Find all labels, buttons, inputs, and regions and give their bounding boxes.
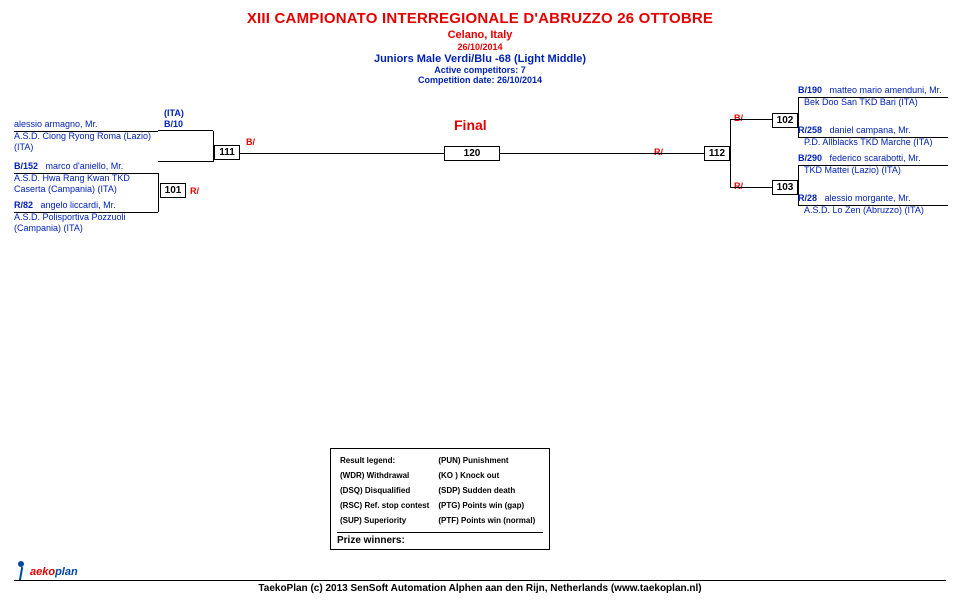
- prize-winners-label: Prize winners:: [337, 532, 543, 546]
- legend-r0c1: (KO ) Knock out: [437, 469, 541, 482]
- bracket: (ITA) B/10 alessio armagno, Mr. A.S.D. C…: [14, 105, 946, 305]
- legend-box: Result legend:(PUN) Punishment (WDR) Wit…: [330, 448, 550, 550]
- marker-r-101: R/: [190, 186, 199, 196]
- footer: TaekoPlan (c) 2013 SenSoft Automation Al…: [14, 580, 946, 594]
- logo-text-a: aeko: [30, 566, 55, 578]
- marker-b-112: B/: [734, 113, 743, 123]
- active-competitors: Active competitors: 7: [14, 65, 946, 75]
- tournament-date: 26/10/2014: [14, 42, 946, 52]
- left-mid-club1: A.S.D. Hwa Rang Kwan TKD: [14, 173, 130, 183]
- legend-pun: (PUN) Punishment: [437, 454, 541, 467]
- legend-r2c0: (RSC) Ref. stop contest: [339, 499, 435, 512]
- line-103-in: [730, 187, 772, 188]
- match-111: 111: [214, 145, 240, 160]
- left-bot-club2: (Campania) (ITA): [14, 223, 83, 233]
- tournament-header: XIII CAMPIONATO INTERREGIONALE D'ABRUZZO…: [14, 10, 946, 85]
- legend-r3c1: (PTF) Points win (normal): [437, 514, 541, 527]
- match-120: 120: [444, 146, 500, 161]
- legend-r3c0: (SUP) Superiority: [339, 514, 435, 527]
- logo-text-b: plan: [55, 566, 78, 578]
- legend-r1c1: (SDP) Sudden death: [437, 484, 541, 497]
- right-bot-club: A.S.D. Lo Zen (Abruzzo) (ITA): [804, 205, 924, 215]
- left-top-country: (ITA): [164, 108, 184, 119]
- final-label: Final: [454, 117, 487, 133]
- marker-r-112: R/: [734, 181, 743, 191]
- match-101: 101: [160, 183, 186, 198]
- line-111-in-top: [158, 130, 213, 131]
- left-bot-club1: A.S.D. Polisportiva Pozzuoli: [14, 212, 126, 222]
- legend-title: Result legend:: [339, 454, 435, 467]
- match-103: 103: [772, 180, 798, 195]
- right-mid2-club: TKD Mattei (Lazio) (ITA): [804, 165, 901, 175]
- line-120-to-112: [500, 153, 704, 154]
- right-mid-club: P.D. Allblacks TKD Marche (ITA): [804, 137, 933, 147]
- match-112: 112: [704, 146, 730, 161]
- left-mid-club2: Caserta (Campania) (ITA): [14, 184, 117, 194]
- line-102-in: [730, 119, 772, 120]
- left-top-seed: B/10: [164, 119, 183, 130]
- tournament-location: Celano, Italy: [14, 29, 946, 41]
- marker-r-120: R/: [654, 147, 663, 157]
- line-101-out-top: [158, 161, 213, 162]
- conn-101: [158, 173, 159, 212]
- competition-date: Competition date: 26/10/2014: [14, 75, 946, 85]
- legend-r0c0: (WDR) Withdrawal: [339, 469, 435, 482]
- tournament-category: Juniors Male Verdi/Blu -68 (Light Middle…: [14, 53, 946, 65]
- legend-r2c1: (PTG) Points win (gap): [437, 499, 541, 512]
- match-102: 102: [772, 113, 798, 128]
- marker-b-111: B/: [246, 137, 255, 147]
- left-top-club2: (ITA): [14, 142, 33, 152]
- line-111-to-120: [240, 153, 444, 154]
- conn-112: [730, 120, 731, 188]
- tournament-title: XIII CAMPIONATO INTERREGIONALE D'ABRUZZO…: [14, 10, 946, 27]
- right-top-club: Bek Doo San TKD Bari (ITA): [804, 97, 918, 107]
- legend-r1c0: (DSQ) Disqualified: [339, 484, 435, 497]
- left-top-club1: A.S.D. Ciong Ryong Roma (Lazio): [14, 131, 151, 141]
